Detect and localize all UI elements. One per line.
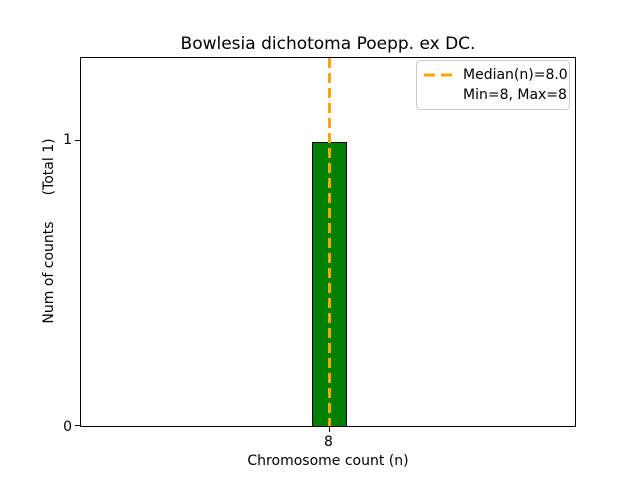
ytick-label-0: 0: [63, 419, 72, 435]
plot-area: [75, 57, 576, 432]
y-tick-mark-0: [75, 425, 81, 426]
legend: Median(n)=8.0 Min=8, Max=8: [416, 60, 570, 110]
y-tick-mark-1: [75, 140, 81, 141]
median-line: [328, 58, 331, 426]
legend-label-median: Median(n)=8.0: [463, 67, 568, 83]
ytick-label-1: 1: [63, 132, 72, 148]
y-axis-label-total: (Total 1): [41, 138, 57, 196]
chart-title: Bowlesia dichotoma Poepp. ex DC.: [180, 34, 476, 54]
y-axis-label-main: Num of counts: [41, 221, 57, 324]
xtick-label-8: 8: [324, 434, 333, 450]
x-axis-label: Chromosome count (n): [247, 453, 409, 469]
y-axis-label: Num of counts (Total 1): [40, 128, 58, 334]
dashed-line-icon: [424, 73, 454, 77]
legend-item-median: Median(n)=8.0: [424, 65, 568, 85]
legend-item-minmax: Min=8, Max=8: [424, 85, 567, 105]
x-tick-mark-8: [329, 426, 330, 432]
legend-label-minmax: Min=8, Max=8: [463, 87, 567, 103]
